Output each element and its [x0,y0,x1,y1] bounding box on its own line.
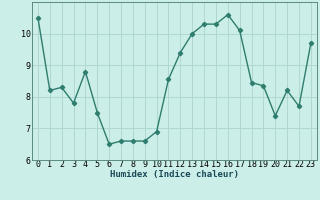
X-axis label: Humidex (Indice chaleur): Humidex (Indice chaleur) [110,170,239,179]
